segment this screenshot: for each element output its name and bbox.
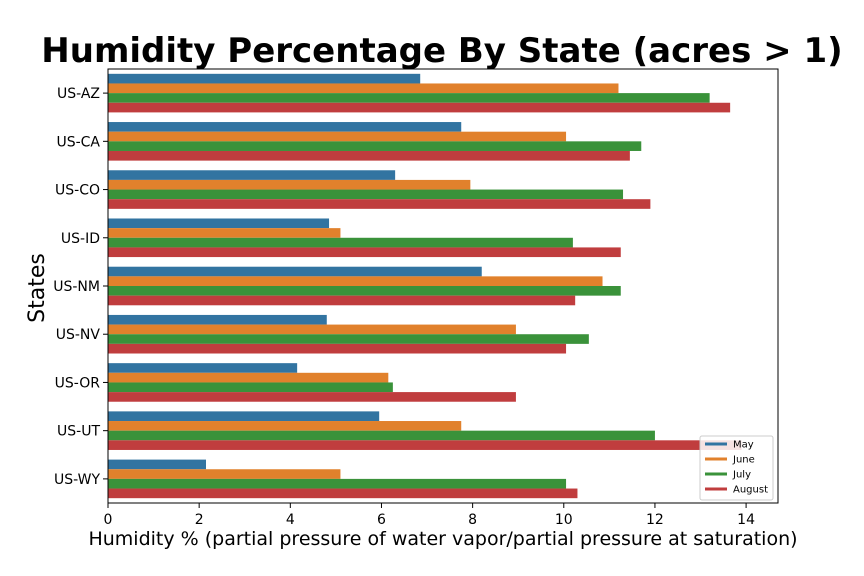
bar-us-az-july	[108, 93, 710, 103]
y-tick-label: US-AZ	[57, 86, 100, 102]
bar-us-nv-may	[108, 314, 327, 325]
y-tick-label: US-ID	[61, 231, 100, 247]
y-tick-label: US-WY	[54, 472, 100, 488]
y-tick-label: US-CO	[55, 183, 100, 199]
x-tick-label: 14	[737, 512, 755, 528]
legend-label-june: June	[732, 455, 755, 466]
y-tick-label: US-NM	[53, 279, 100, 295]
legend-label-august: August	[733, 485, 768, 496]
bar-us-id-may	[108, 218, 330, 229]
bar-us-ca-may	[108, 122, 462, 132]
y-axis: US-AZ US-CA US-CO US-ID US-NM US-NV US-OR US-UT…	[53, 86, 108, 488]
bar-us-wy-august	[108, 488, 578, 499]
bar-us-id-july	[108, 237, 573, 248]
bar-us-wy-june	[108, 469, 341, 479]
bar-us-co-june	[108, 179, 471, 190]
y-tick-label: US-NV	[56, 327, 101, 343]
legend: May June July August	[699, 435, 774, 501]
y-tick-label: US-OR	[55, 375, 101, 391]
bar-us-az-june	[108, 83, 619, 94]
bar-us-ut-july	[108, 430, 655, 441]
bar-us-id-june	[108, 228, 341, 238]
bar-us-ca-july	[108, 141, 642, 151]
x-tick-label: 4	[286, 512, 295, 528]
bar-us-ut-may	[108, 411, 380, 422]
bar-us-nm-may	[108, 266, 482, 277]
x-axis: 0 2 4 6 8 10 12 14	[104, 503, 755, 528]
x-tick-label: 0	[104, 512, 113, 528]
bar-us-nm-august	[108, 295, 576, 306]
bar-us-nv-june	[108, 324, 516, 335]
x-tick-label: 10	[555, 512, 573, 528]
bar-us-nm-june	[108, 276, 603, 286]
bar-us-nm-july	[108, 286, 621, 296]
bar-us-wy-july	[108, 478, 567, 489]
bar-us-ca-june	[108, 131, 567, 142]
bar-us-az-may	[108, 73, 421, 84]
bar-us-ut-june	[108, 421, 462, 431]
x-tick-label: 2	[195, 512, 204, 528]
x-tick-label: 8	[468, 512, 477, 528]
bar-us-or-may	[108, 363, 298, 373]
bar-us-wy-may	[108, 459, 206, 470]
chart-title: Humidity Percentage By State (acres > 1)	[41, 31, 842, 71]
y-tick-label: US-UT	[57, 424, 100, 440]
bar-us-or-june	[108, 372, 389, 383]
x-axis-label: Humidity % (partial pressure of water va…	[88, 528, 797, 550]
bar-us-ut-august	[108, 440, 742, 450]
bar-us-co-august	[108, 199, 651, 209]
y-tick-label: US-CA	[56, 134, 100, 150]
x-tick-label: 12	[646, 512, 664, 528]
y-axis-label: States	[25, 253, 50, 323]
bar-us-or-august	[108, 392, 516, 402]
bars-group	[108, 73, 742, 499]
legend-label-may: May	[733, 440, 754, 451]
bar-us-or-july	[108, 382, 393, 393]
bar-us-ca-august	[108, 150, 630, 161]
legend-label-july: July	[732, 470, 751, 481]
bar-us-co-july	[108, 189, 624, 200]
bar-us-nv-august	[108, 343, 567, 354]
bar-us-az-august	[108, 102, 731, 113]
bar-us-nv-july	[108, 334, 589, 344]
bar-us-id-august	[108, 247, 621, 258]
x-tick-label: 6	[377, 512, 386, 528]
legend-frame	[699, 435, 774, 501]
bar-us-co-may	[108, 170, 396, 180]
